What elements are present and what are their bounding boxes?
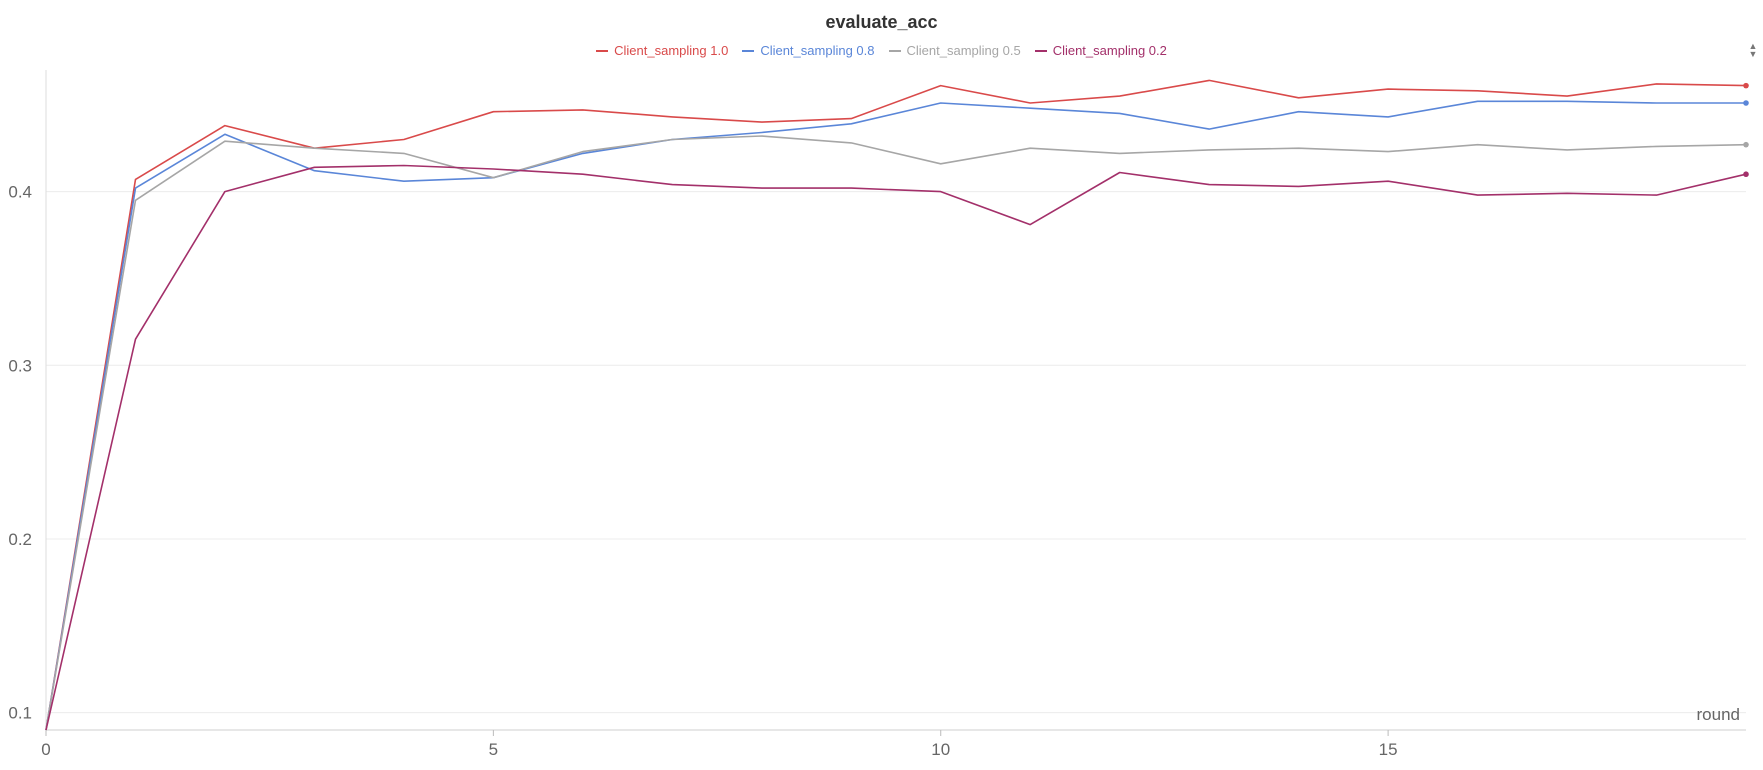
- legend-swatch: [888, 49, 901, 52]
- x-tick-label: 15: [1379, 740, 1398, 759]
- series-line-1: [45, 100, 1746, 731]
- legend-item[interactable]: Client_sampling 0.2: [1034, 43, 1167, 58]
- series-line-2: [45, 135, 1747, 731]
- series-end-point-2: [1743, 141, 1749, 148]
- x-tick-label: 5: [489, 740, 498, 759]
- legend-item[interactable]: Client_sampling 1.0: [596, 43, 728, 58]
- series-end-point-1: [1743, 100, 1749, 106]
- x-axis-title: round: [1697, 705, 1740, 724]
- y-tick-label: 0.2: [8, 530, 32, 549]
- y-tick-label: 0.1: [8, 704, 32, 723]
- x-tick-label: 0: [41, 740, 50, 759]
- series-line-3: [45, 164, 1747, 731]
- legend: Client_sampling 1.0 Client_sampling 0.8 Cl…: [0, 43, 1763, 58]
- legend-label: Client_sampling 0.2: [1052, 43, 1167, 58]
- legend-label: Client_sampling 0.5: [906, 43, 1021, 58]
- y-tick-label: 0.3: [8, 356, 32, 375]
- series-end-point-3: [1743, 171, 1749, 178]
- x-tick-label: 10: [931, 740, 950, 759]
- chart-title: evaluate_acc: [825, 12, 938, 32]
- legend-label: Client_sampling 1.0: [614, 43, 729, 58]
- y-tick-label: 0.4: [8, 183, 32, 202]
- legend-item[interactable]: Client_sampling 0.8: [742, 43, 875, 58]
- sort-arrows-icon[interactable]: ▲ ▼: [1748, 41, 1758, 59]
- legend-swatch: [1034, 49, 1047, 52]
- legend-item[interactable]: Client_sampling 0.5: [888, 43, 1021, 58]
- legend-label: Client_sampling 0.8: [760, 43, 875, 58]
- series-end-point-0: [1743, 82, 1749, 89]
- legend-swatch: [742, 49, 755, 52]
- legend-swatch: [596, 49, 609, 52]
- series-line-0: [45, 79, 1747, 731]
